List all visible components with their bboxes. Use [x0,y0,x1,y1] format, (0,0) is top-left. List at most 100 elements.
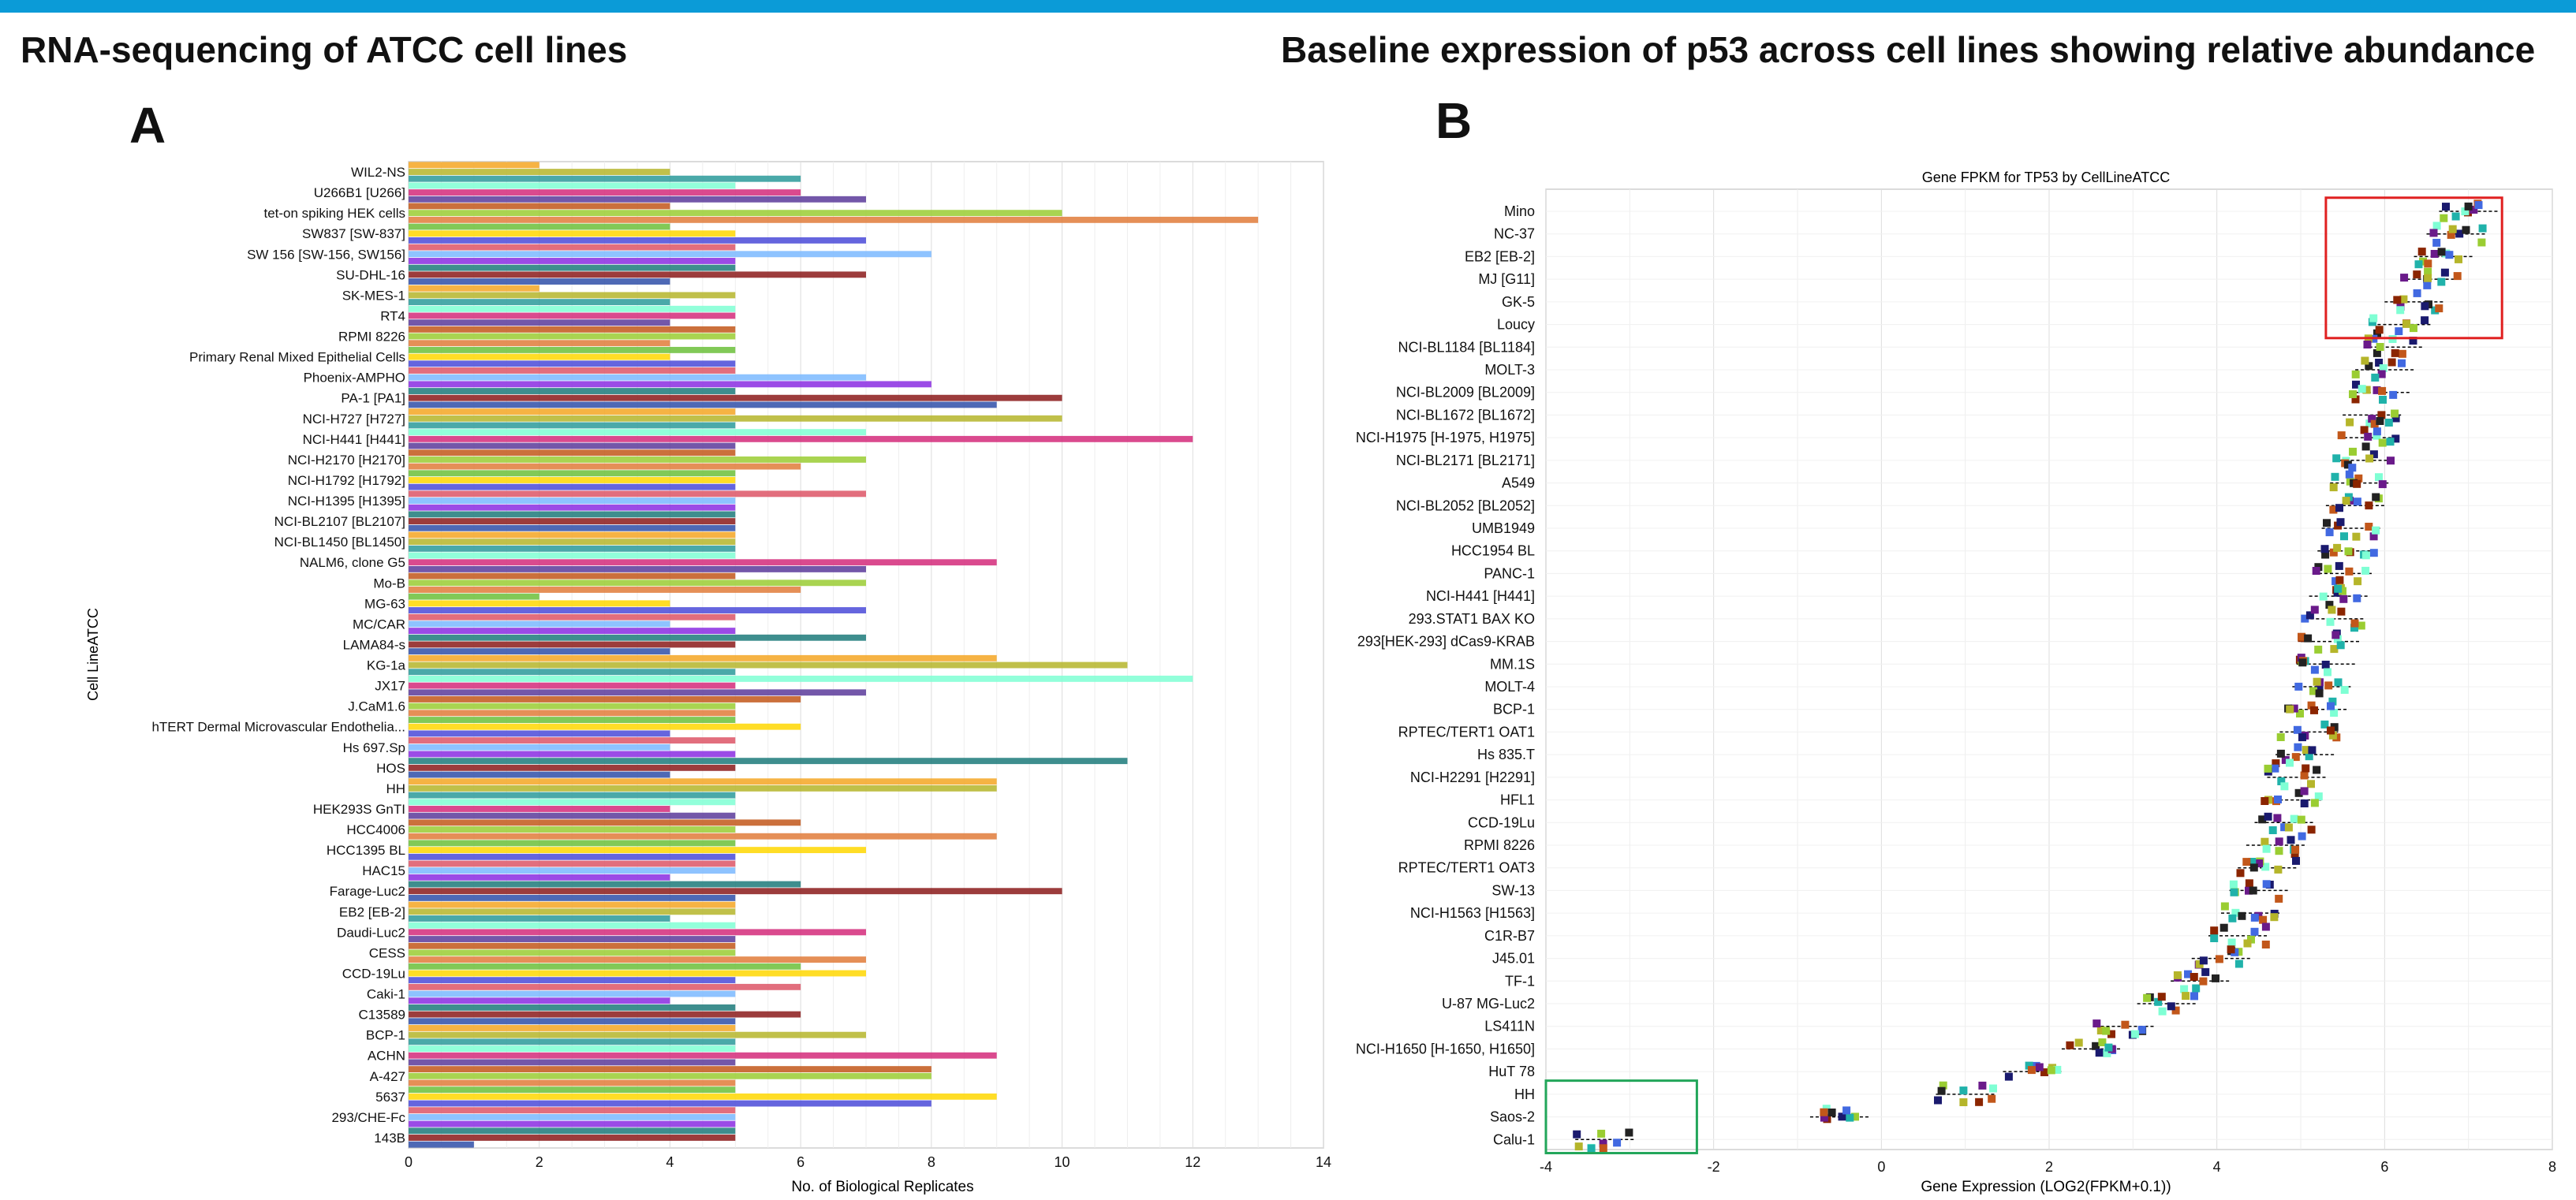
chart-b-point [1937,1086,1946,1095]
chart-b-point [2337,431,2346,440]
chart-b-point [2379,364,2387,372]
chart-b-point [2270,913,2279,922]
chart-b-point [2182,992,2190,1001]
chart-b-point [2286,758,2294,767]
chart-b-point [2424,259,2432,268]
chart-a-bar [409,1135,736,1141]
chart-b-point [2328,731,2337,740]
chart-b-point [2350,619,2359,628]
chart-b-point [2261,797,2269,805]
chart-a-bar [409,388,736,394]
chart-b-point [1988,1094,1996,1103]
chart-a-bar [409,593,539,600]
chart-b-point [2025,1061,2033,1070]
chart-a-bar [409,600,670,607]
chart-b-point [2379,396,2387,404]
chart-b-point [2264,812,2272,821]
chart-a-category-label: EB2 [EB-2] [339,904,405,919]
chart-b-point [2234,960,2243,968]
chart-a-bar [409,483,736,490]
chart-b-category-label: MOLT-4 [1484,679,1535,695]
chart-a-bar [409,346,736,353]
chart-a-bar [409,833,997,840]
chart-b-point [2157,993,2166,1001]
chart-b-point [1842,1106,1851,1115]
chart-b-category-label: A549 [1502,475,1535,491]
chart-a-bar [409,648,670,655]
chart-b-point [2349,390,2357,398]
chart-b-category-label: Loucy [1497,317,1535,333]
chart-b-point [2365,501,2373,510]
chart-a-bar [409,1018,736,1025]
chart-a-category-label: CCD-19Lu [342,967,405,982]
chart-b-point [2228,914,2237,922]
chart-b-point [2462,225,2470,234]
chart-b-point [2291,845,2300,854]
chart-b-point [2035,1063,2044,1071]
chart-a-bar [409,1079,736,1086]
chart-b-point [1625,1128,1633,1137]
chart-b-point [2429,229,2438,237]
chart-b-point [2294,788,2303,797]
chart-b-point [2276,749,2285,758]
chart-b-point [2293,725,2302,734]
chart-b-point [2236,869,2245,878]
chart-b-point [2230,888,2238,896]
chart-a-bar [409,743,670,751]
chart-b-point [2310,799,2319,807]
chart-a-bar [409,580,866,587]
chart-b-point [2272,759,2280,768]
chart-b-highlight-box [1544,1079,1698,1155]
chart-a-tick-label: 12 [1185,1154,1200,1170]
chart-a-category-label: U266B1 [U266] [314,185,405,200]
chart-b-point [1846,1113,1854,1122]
top-accent-bar [0,0,2576,13]
chart-a-bar [409,696,801,702]
chart-b-point [2398,349,2406,358]
chart-b-point [2227,945,2235,954]
chart-a-bar [409,196,866,203]
chart-b-point [2004,1072,2013,1081]
chart-b-point [2391,414,2400,423]
chart-a-category-label: tet-on spiking HEK cells [263,206,405,221]
chart-a-bar [409,977,736,984]
chart-a-bar [409,203,670,210]
chart-b-point [2339,594,2348,603]
chart-b-category-label: NCI-H2291 [H2291] [1410,770,1535,785]
chart-b-point [2365,523,2373,531]
chart-b-point [2249,886,2257,895]
chart-b-point [2323,519,2331,527]
chart-a-bar [409,216,1259,223]
chart-a-bar [409,189,801,196]
chart-a-bar [409,840,736,847]
chart-b-point [2314,792,2323,801]
chart-b-category-label: NCI-H1563 [H1563] [1410,905,1535,921]
chart-b-point [2261,837,2269,846]
chart-b-point [2107,1030,2115,1038]
chart-a-bar [409,210,1062,217]
chart-b-tick-label: -4 [1540,1159,1552,1175]
chart-a-bar [409,784,997,792]
chart-b-point [2319,592,2328,601]
chart-b-point [2375,359,2384,367]
chart-b-point [2432,222,2441,230]
chart-b-point [2377,411,2386,419]
chart-b-point [2470,206,2478,214]
chart-a-bar [409,723,801,730]
chart-a-ylabel: Cell LineATCC [85,608,101,701]
chart-a-category-label: SW 156 [SW-156, SW156] [247,247,405,262]
chart-a-category-label: Farage-Luc2 [330,884,405,899]
chart-b-point [2324,565,2332,573]
chart-b-point [2137,1026,2146,1034]
chart-b-point [2334,678,2343,687]
chart-b-point [2095,1049,2104,1057]
chart-a-bar [409,552,736,559]
chart-b-point [2074,1038,2083,1047]
chart-b-point [2432,238,2441,247]
chart-b-point [2448,225,2457,233]
chart-b-point [1851,1112,1859,1121]
chart-b-point [2307,701,2316,710]
chart-b-point [2104,1043,2113,1052]
chart-a-bar [409,367,736,374]
chart-a-bar [409,661,1128,669]
